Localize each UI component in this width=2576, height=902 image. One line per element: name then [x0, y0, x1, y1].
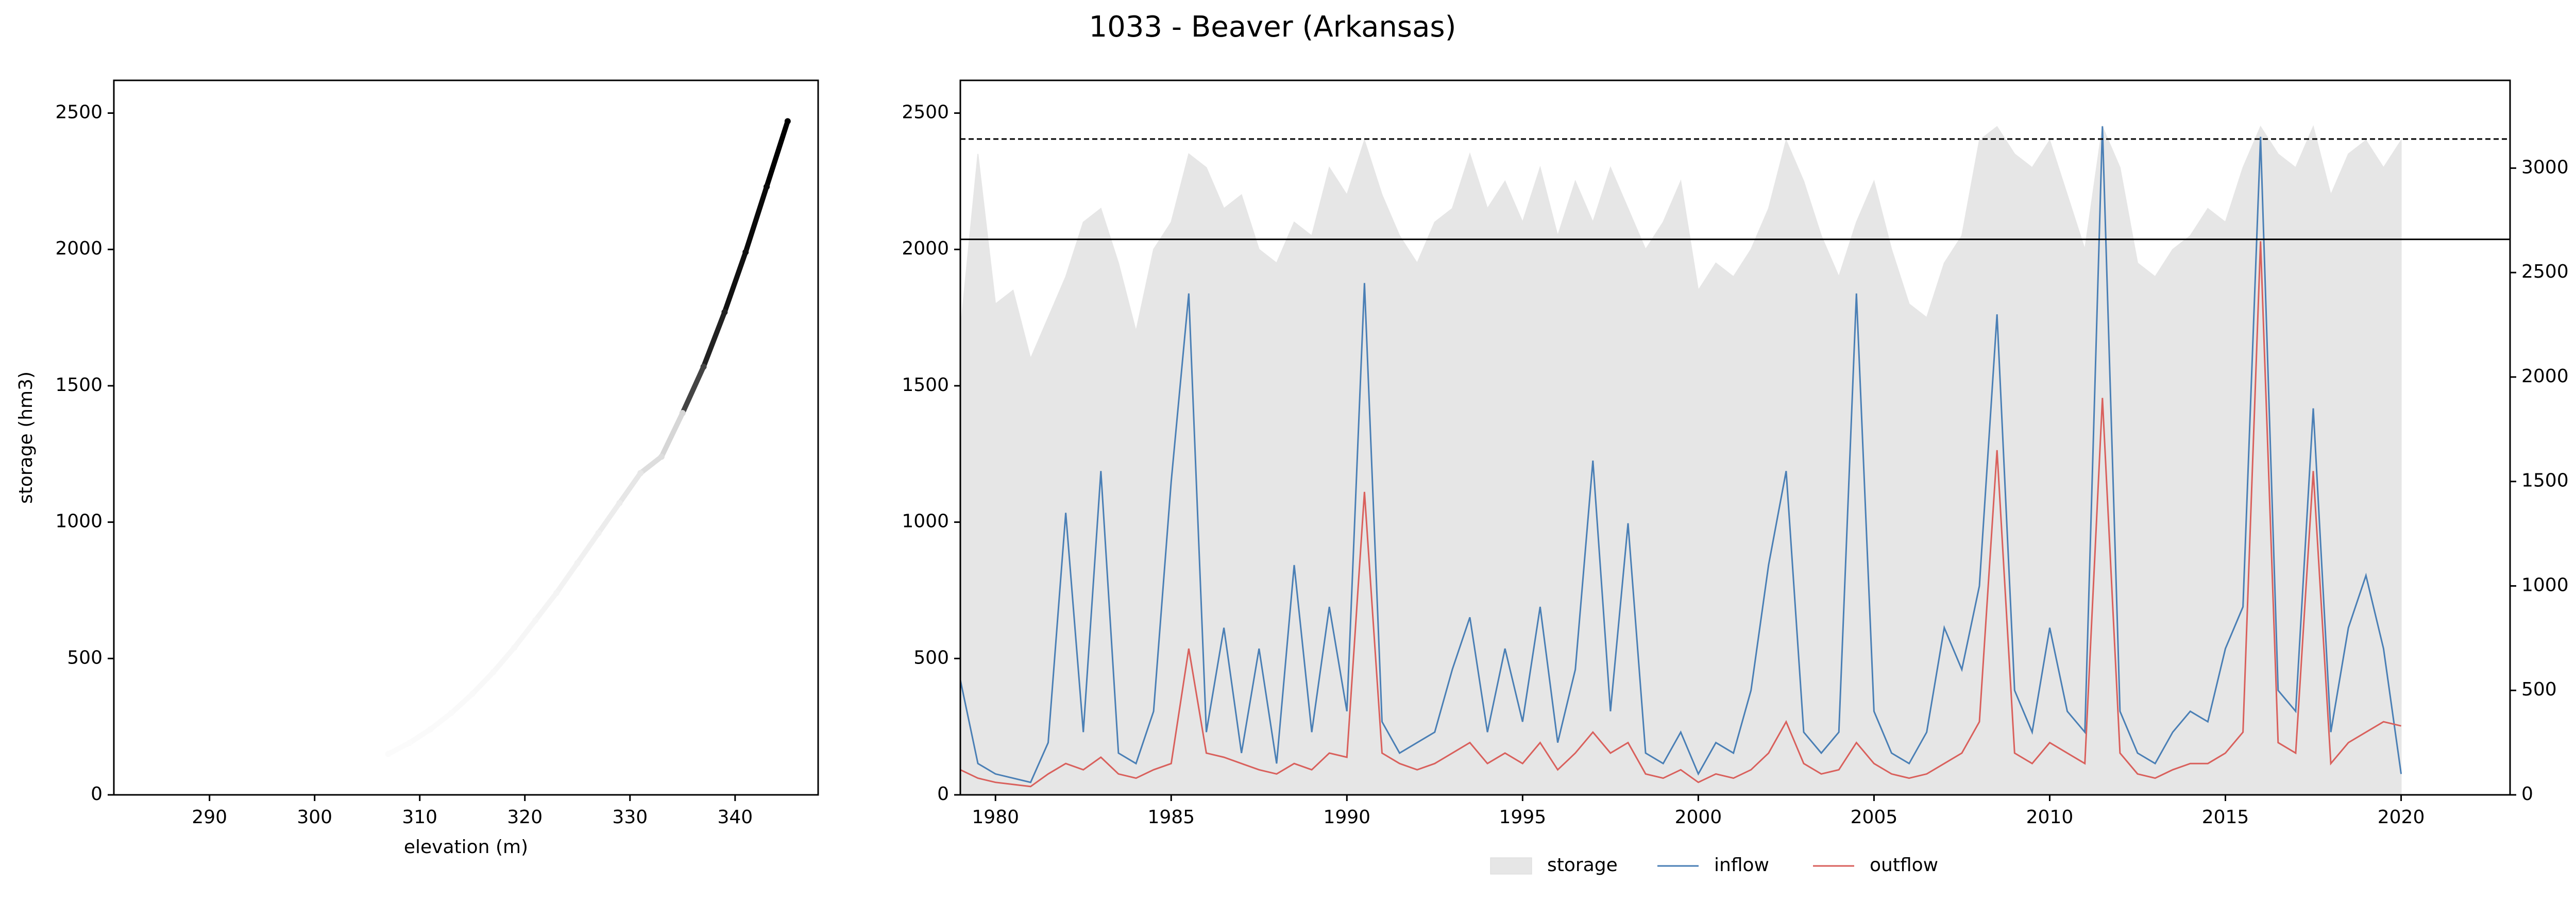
curve-segment — [554, 561, 580, 595]
point — [721, 309, 728, 315]
legend: storage inflow outflow — [1490, 855, 1938, 876]
point — [574, 560, 581, 567]
y-axis-label: storage (hm3) — [15, 371, 37, 504]
y-tick-label: 1000 — [55, 511, 103, 532]
x-tick-label: 2005 — [1851, 807, 1898, 828]
curve-segment — [429, 711, 453, 731]
x-tick-label: 2020 — [2378, 807, 2425, 828]
curve-segment — [617, 471, 643, 505]
curve-segment — [596, 501, 622, 535]
point — [700, 363, 707, 370]
y-tick-label: 0 — [91, 784, 103, 805]
x-tick-label: 1995 — [1499, 807, 1547, 828]
y2-tick-label: 3000 — [2521, 157, 2569, 178]
plot-area — [959, 125, 2510, 795]
x-tick-label: 310 — [402, 807, 437, 828]
curve-segment — [387, 740, 411, 757]
y-tick-label: 500 — [67, 647, 103, 668]
legend-label: storage — [1547, 855, 1618, 876]
point — [658, 453, 665, 460]
point — [511, 644, 518, 651]
chart: 1980 1985 1990 1995 2000 2005 2010 2015 2020 0 500… — [902, 79, 2569, 876]
y2-tick-label: 1500 — [2521, 470, 2569, 491]
x-tick-label: 340 — [717, 807, 753, 828]
y2-tick-label: 2000 — [2521, 366, 2569, 387]
point — [679, 410, 686, 416]
y-tick-label: 1000 — [902, 511, 949, 532]
axes-frame — [959, 79, 2511, 796]
point — [406, 740, 413, 746]
y2-tick-label: 500 — [2521, 679, 2557, 700]
point — [427, 726, 434, 733]
point — [469, 691, 476, 697]
y-tick-label: 1500 — [55, 375, 103, 396]
curve-segment — [701, 311, 727, 368]
point — [553, 590, 560, 597]
curve-segment — [575, 531, 601, 565]
point — [764, 183, 770, 190]
point — [742, 249, 749, 256]
x-tick-label: 330 — [612, 807, 648, 828]
curve-segment — [470, 670, 496, 696]
x-tick-label: 2010 — [2026, 807, 2074, 828]
point — [448, 710, 454, 717]
legend-swatch — [1490, 857, 1532, 875]
plot-area — [385, 118, 791, 757]
x-tick-label: 2015 — [2202, 807, 2249, 828]
y-tick-label: 2500 — [55, 102, 103, 123]
legend-label: inflow — [1714, 855, 1769, 876]
series-line — [960, 241, 2401, 788]
curve-segment — [743, 185, 769, 253]
y2-tick-label: 2500 — [2521, 261, 2569, 282]
curve-segment — [449, 692, 474, 715]
x-tick-label: 1985 — [1147, 807, 1195, 828]
y-tick-label: 2500 — [902, 102, 949, 123]
curve-segment — [680, 365, 706, 414]
storage-area — [960, 125, 2402, 795]
curve-segment — [764, 120, 790, 188]
curve-segment — [408, 727, 432, 745]
point — [532, 617, 539, 624]
point — [616, 500, 623, 506]
figure-title: 1033 - Beaver (Arkansas) — [1089, 10, 1456, 44]
x-tick-label: 1990 — [1323, 807, 1370, 828]
curve-segment — [491, 645, 517, 674]
x-tick-label: 290 — [192, 807, 227, 828]
curve-segment — [639, 454, 664, 475]
curve-segment — [659, 412, 685, 458]
x-tick-label: 300 — [297, 807, 332, 828]
point — [784, 118, 791, 125]
chart: 290 300 310 320 330 340 0 500 1000 1500 2000 2500 el… — [15, 79, 819, 858]
point — [637, 470, 644, 476]
legend-label: outflow — [1870, 855, 1938, 876]
point — [385, 751, 392, 757]
point — [595, 530, 602, 536]
series-line — [959, 126, 2402, 784]
y2-tick-label: 1000 — [2521, 574, 2569, 595]
x-tick-label: 1980 — [972, 807, 1019, 828]
y2-tick-label: 0 — [2521, 784, 2533, 805]
y-tick-label: 2000 — [902, 238, 949, 259]
y-tick-label: 1500 — [902, 375, 949, 396]
curve-segment — [722, 251, 748, 313]
point — [490, 669, 497, 675]
x-tick-label: 320 — [507, 807, 543, 828]
axes-frame — [113, 79, 819, 796]
y-tick-label: 0 — [937, 784, 949, 805]
curve-segment — [512, 619, 538, 650]
curve-segment — [533, 591, 558, 622]
y-tick-label: 500 — [913, 647, 949, 668]
y-tick-label: 2000 — [55, 238, 103, 259]
x-tick-label: 2000 — [1675, 807, 1722, 828]
x-axis-label: elevation (m) — [404, 837, 528, 858]
